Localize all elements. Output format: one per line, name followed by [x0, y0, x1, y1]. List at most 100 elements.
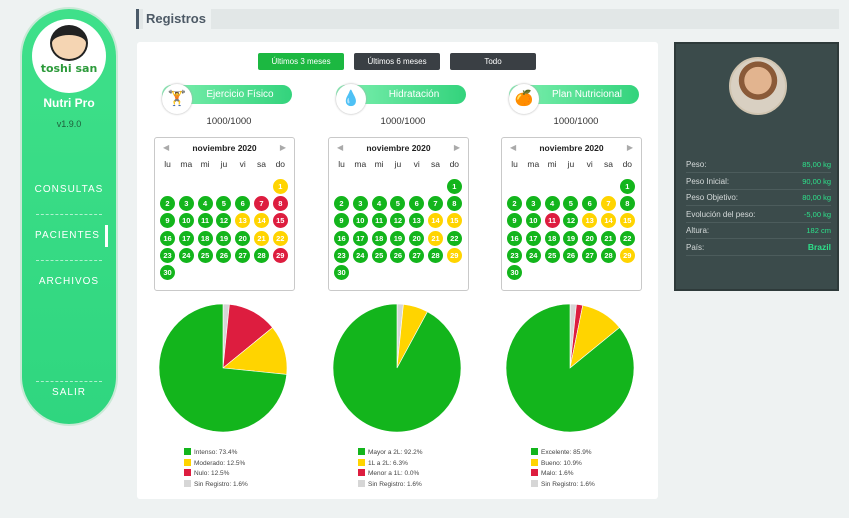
calendar-day[interactable]: 24: [352, 247, 368, 263]
calendar-day[interactable]: 2: [160, 196, 175, 212]
calendar-day[interactable]: 5: [563, 196, 579, 212]
calendar-day[interactable]: 29: [619, 247, 635, 263]
calendar-day[interactable]: 15: [272, 213, 288, 229]
calendar-day[interactable]: 13: [235, 213, 251, 229]
calendar-day[interactable]: 3: [352, 196, 368, 212]
next-month-icon[interactable]: ▶: [626, 143, 633, 152]
calendar-day[interactable]: 15: [619, 213, 635, 229]
calendar-day[interactable]: 4: [544, 196, 560, 212]
next-month-icon[interactable]: ▶: [279, 143, 286, 152]
nav-consultas[interactable]: CONSULTAS: [34, 184, 104, 195]
calendar-day[interactable]: 22: [446, 230, 462, 246]
calendar-day[interactable]: 12: [390, 213, 406, 229]
calendar-day[interactable]: 30: [334, 265, 349, 280]
calendar-day[interactable]: 6: [582, 196, 598, 212]
calendar-day[interactable]: 21: [428, 230, 443, 246]
calendar-day[interactable]: 29: [446, 247, 462, 263]
calendar-day[interactable]: 5: [390, 196, 406, 212]
calendar-day[interactable]: 16: [334, 230, 349, 246]
calendar-day[interactable]: 17: [352, 230, 368, 246]
calendar-day[interactable]: 25: [197, 247, 213, 263]
calendar-day[interactable]: 9: [334, 213, 349, 229]
calendar-day[interactable]: 24: [525, 247, 541, 263]
calendar-day[interactable]: 4: [197, 196, 213, 212]
calendar-day[interactable]: 20: [409, 230, 425, 246]
calendar-day[interactable]: 22: [272, 230, 288, 246]
calendar-day[interactable]: 7: [428, 196, 443, 212]
calendar-day[interactable]: 26: [563, 247, 579, 263]
calendar-day[interactable]: 30: [507, 265, 522, 280]
calendar-day[interactable]: 15: [446, 213, 462, 229]
calendar-day[interactable]: 19: [390, 230, 406, 246]
calendar-day[interactable]: 18: [197, 230, 213, 246]
calendar-day[interactable]: 8: [619, 196, 635, 212]
calendar-day[interactable]: 6: [235, 196, 251, 212]
calendar-day[interactable]: 10: [352, 213, 368, 229]
calendar-day[interactable]: 2: [507, 196, 522, 212]
calendar-day[interactable]: 25: [371, 247, 387, 263]
calendar-day[interactable]: 29: [272, 247, 288, 263]
calendar-day[interactable]: 13: [582, 213, 598, 229]
calendar-day[interactable]: 23: [507, 247, 522, 263]
calendar-day[interactable]: 22: [619, 230, 635, 246]
filter-last-3-months-button[interactable]: Últimos 3 meses: [258, 53, 344, 70]
calendar-day[interactable]: 17: [525, 230, 541, 246]
calendar-day[interactable]: 14: [601, 213, 616, 229]
calendar-day[interactable]: 12: [216, 213, 232, 229]
calendar-day[interactable]: 20: [235, 230, 251, 246]
calendar-day[interactable]: 18: [544, 230, 560, 246]
calendar-day[interactable]: 27: [409, 247, 425, 263]
calendar-day[interactable]: 12: [563, 213, 579, 229]
calendar-day[interactable]: 13: [409, 213, 425, 229]
calendar-day[interactable]: 23: [334, 247, 349, 263]
calendar-day[interactable]: 27: [582, 247, 598, 263]
calendar-day[interactable]: 1: [446, 179, 462, 194]
calendar-day[interactable]: 8: [272, 196, 288, 212]
calendar-day[interactable]: 11: [544, 213, 560, 229]
calendar-day[interactable]: 11: [197, 213, 213, 229]
calendar-day[interactable]: 28: [601, 247, 616, 263]
calendar-day[interactable]: 16: [160, 230, 175, 246]
calendar-day[interactable]: 21: [601, 230, 616, 246]
calendar-day[interactable]: 7: [254, 196, 269, 212]
calendar-day[interactable]: 6: [409, 196, 425, 212]
nav-salir[interactable]: SALIR: [52, 387, 86, 398]
nav-archivos[interactable]: ARCHIVOS: [38, 276, 100, 287]
calendar-day[interactable]: 17: [178, 230, 194, 246]
calendar-day[interactable]: 19: [216, 230, 232, 246]
calendar-day[interactable]: 21: [254, 230, 269, 246]
calendar-day[interactable]: 14: [254, 213, 269, 229]
calendar-day[interactable]: 11: [371, 213, 387, 229]
calendar-day[interactable]: 3: [525, 196, 541, 212]
calendar-day[interactable]: 3: [178, 196, 194, 212]
calendar-day[interactable]: 23: [160, 247, 175, 263]
calendar-day[interactable]: 30: [160, 265, 175, 280]
calendar-day[interactable]: 1: [619, 179, 635, 194]
calendar-day[interactable]: 27: [235, 247, 251, 263]
calendar-day[interactable]: 16: [507, 230, 522, 246]
calendar-day[interactable]: 25: [544, 247, 560, 263]
filter-last-6-months-button[interactable]: Últimos 6 meses: [354, 53, 440, 70]
calendar-day[interactable]: 20: [582, 230, 598, 246]
calendar-day[interactable]: 19: [563, 230, 579, 246]
calendar-day[interactable]: 9: [507, 213, 522, 229]
next-month-icon[interactable]: ▶: [453, 143, 460, 152]
calendar-day[interactable]: 5: [216, 196, 232, 212]
calendar-day[interactable]: 1: [272, 179, 288, 194]
calendar-day[interactable]: 9: [160, 213, 175, 229]
prev-month-icon[interactable]: ◀: [163, 143, 170, 152]
prev-month-icon[interactable]: ◀: [510, 143, 517, 152]
calendar-day[interactable]: 18: [371, 230, 387, 246]
calendar-day[interactable]: 10: [525, 213, 541, 229]
calendar-day[interactable]: 24: [178, 247, 194, 263]
filter-all-button[interactable]: Todo: [450, 53, 536, 70]
calendar-day[interactable]: 7: [601, 196, 616, 212]
calendar-day[interactable]: 2: [334, 196, 349, 212]
calendar-day[interactable]: 26: [216, 247, 232, 263]
calendar-day[interactable]: 26: [390, 247, 406, 263]
calendar-day[interactable]: 28: [428, 247, 443, 263]
calendar-day[interactable]: 14: [428, 213, 443, 229]
calendar-day[interactable]: 10: [178, 213, 194, 229]
calendar-day[interactable]: 8: [446, 196, 462, 212]
nav-pacientes[interactable]: PACIENTES: [30, 225, 108, 247]
